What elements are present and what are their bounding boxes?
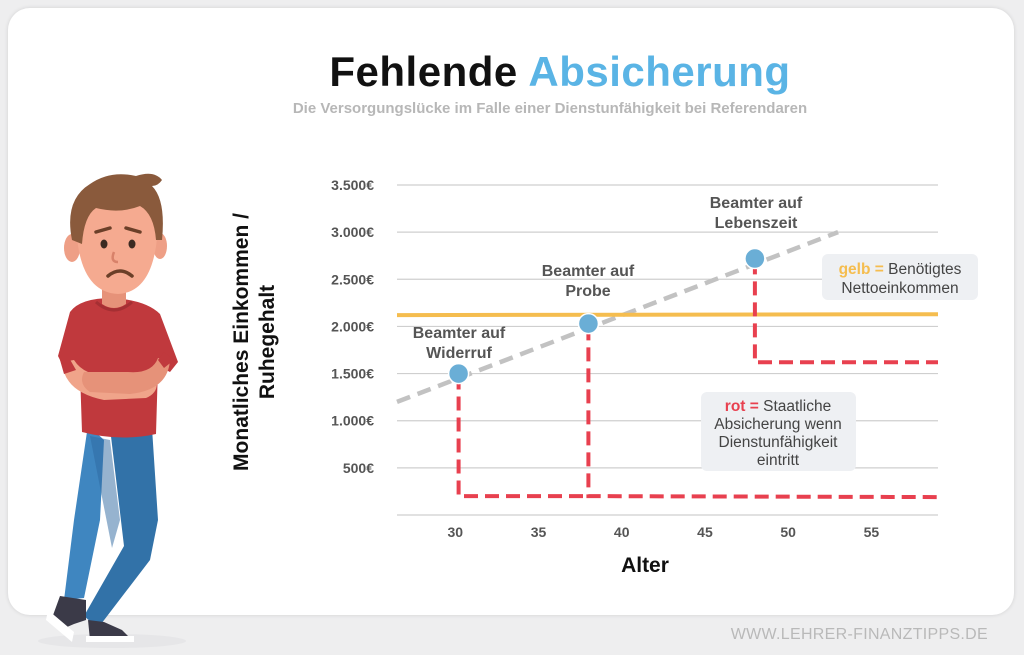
milestone-points [447, 247, 766, 385]
y-tick-label: 2.500€ [331, 271, 374, 287]
page-title: Fehlende Absicherung [329, 48, 791, 95]
x-tick-label: 30 [447, 524, 463, 540]
legend-yellow-text-2: Nettoeinkommen [841, 280, 958, 297]
milestone-point-1 [577, 312, 600, 335]
head [64, 173, 167, 294]
milestone-label-probe-2: Probe [565, 283, 610, 300]
milestone-point-2 [744, 247, 766, 270]
shoes [46, 596, 134, 642]
y-tick-label: 3.000€ [331, 224, 374, 240]
x-tick-label: 40 [614, 524, 630, 540]
legend-yellow-text-1: Benötigtes [884, 261, 962, 278]
left-eye [100, 239, 108, 249]
required-income-line [396, 312, 939, 318]
legs [64, 425, 158, 628]
sad-mouth [106, 269, 134, 278]
svg-text:gelb = Benötigtes: gelb = Benötigtes [839, 261, 962, 278]
state-protection-line-floor [586, 326, 939, 500]
svg-text:rot = Staatliche: rot = Staatliche [725, 398, 831, 415]
person-illustration [38, 173, 186, 648]
y-axis-title: Monatliches Einkommen / Ruhegehalt [230, 213, 279, 471]
milestone-label-widerruf-2: Widerruf [426, 345, 492, 362]
x-tick-label: 50 [780, 524, 796, 540]
legend-red-text-1: Staatliche [759, 398, 831, 415]
legend-red-text-3: Dienstunfähigkeit [719, 434, 839, 451]
x-tick-label: 45 [697, 524, 713, 540]
legend-red-text-4: eintritt [757, 452, 800, 469]
legend-yellow-key: gelb = [839, 261, 884, 278]
milestone-point-0 [447, 362, 470, 385]
y-axis-title-line2: Ruhegehalt [256, 285, 279, 399]
y-axis-title-line1: Monatliches Einkommen / [230, 213, 253, 471]
hair [70, 173, 163, 244]
legend-red-text-2: Absicherung wenn [714, 416, 842, 433]
income-trend-line [396, 230, 839, 404]
state-protection-line [456, 375, 589, 499]
page-subtitle: Die Versorgungslücke im Falle einer Dien… [292, 100, 808, 117]
state-protection-line-lifetime [752, 260, 938, 365]
milestone-label-lebenszeit-1: Beamter auf [710, 195, 803, 212]
y-tick-label: 1.000€ [331, 413, 374, 429]
y-tick-label: 1.500€ [331, 366, 374, 382]
x-tick-label: 35 [531, 524, 547, 540]
y-tick-label: 2.000€ [331, 318, 374, 334]
y-tick-label: 3.500€ [331, 177, 374, 193]
milestone-label-lebenszeit-2: Lebenszeit [715, 215, 798, 232]
x-tick-labels: 30 35 40 45 50 55 [447, 524, 879, 540]
y-tick-labels: 500€ 1.000€ 1.500€ 2.000€ 2.500€ 3.000€ 3.500€ [331, 177, 374, 476]
milestone-label-probe-1: Beamter auf [542, 263, 635, 280]
legend-red: rot = Staatliche Absicherung wenn Dienst… [701, 392, 856, 471]
legend-yellow: gelb = Benötigtes Nettoeinkommen [822, 254, 978, 300]
milestone-label-widerruf-1: Beamter auf [413, 325, 506, 342]
x-tick-label: 55 [864, 524, 880, 540]
x-axis-title: Alter [621, 554, 669, 577]
shirt [58, 298, 178, 438]
footer-url: WWW.LEHRER-FINANZTIPPS.DE [730, 626, 988, 643]
crossed-arms [60, 352, 174, 400]
legend-red-key: rot = [725, 398, 759, 415]
right-eye [128, 239, 136, 249]
y-tick-label: 500€ [343, 460, 374, 476]
series-group [396, 230, 939, 500]
card-background [8, 8, 1014, 615]
